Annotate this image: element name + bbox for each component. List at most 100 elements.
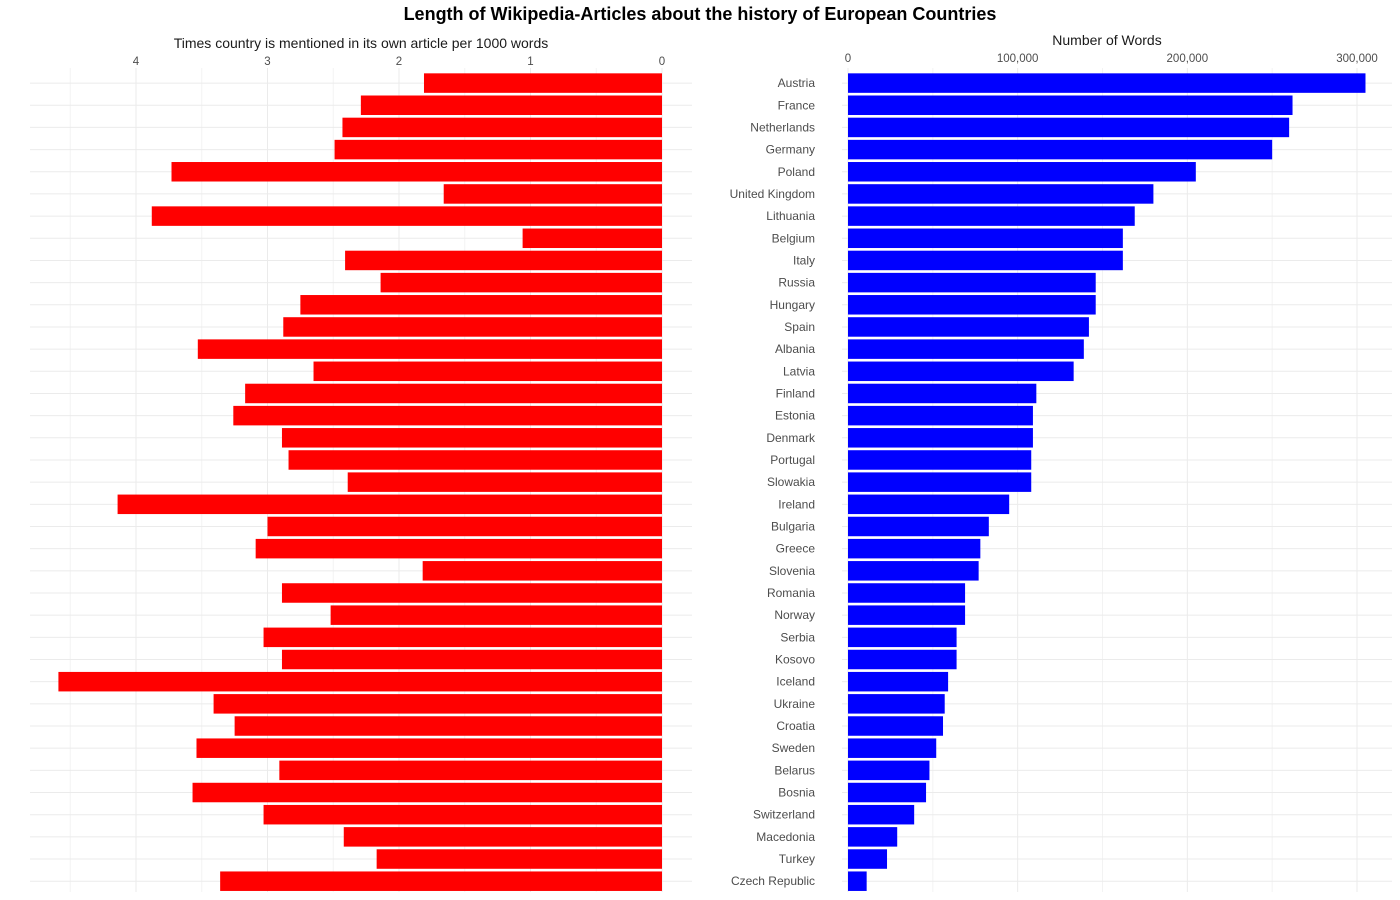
left-bar-hungary bbox=[300, 295, 662, 315]
left-bar-belgium bbox=[522, 228, 662, 249]
left-bar-latvia bbox=[313, 361, 662, 382]
right-bar-italy bbox=[848, 250, 1123, 271]
right-bar-turkey bbox=[848, 849, 888, 869]
category-label: Denmark bbox=[766, 431, 816, 445]
left-bar-switzerland bbox=[263, 804, 662, 825]
right-bar-kosovo bbox=[848, 649, 957, 670]
category-label: Slovenia bbox=[769, 564, 815, 578]
left-bar-estonia bbox=[233, 405, 662, 426]
right-tick-label: 300,000 bbox=[1336, 53, 1378, 65]
left-bar-romania bbox=[281, 583, 662, 603]
left-bar-italy bbox=[345, 250, 662, 271]
left-bar-netherlands bbox=[342, 117, 662, 138]
category-label: Latvia bbox=[783, 364, 815, 378]
left-bar-czech-republic bbox=[220, 871, 662, 891]
right-bar-belarus bbox=[848, 760, 930, 781]
category-label: Estonia bbox=[775, 409, 815, 423]
left-bar-lithuania bbox=[151, 206, 662, 226]
right-tick-label: 100,000 bbox=[997, 53, 1039, 65]
category-label: Kosovo bbox=[775, 653, 815, 667]
left-bar-united-kingdom bbox=[443, 184, 662, 204]
right-bar-albania bbox=[848, 339, 1084, 359]
left-bar-russia bbox=[380, 272, 662, 293]
category-label: Belgium bbox=[772, 231, 815, 245]
right-bar-finland bbox=[848, 383, 1037, 404]
right-bar-czech-republic bbox=[848, 871, 867, 891]
left-tick-label: 4 bbox=[133, 56, 140, 68]
right-bar-greece bbox=[848, 538, 981, 559]
left-bar-poland bbox=[171, 162, 662, 182]
category-label: Lithuania bbox=[766, 209, 815, 223]
right-bar-denmark bbox=[848, 428, 1033, 448]
right-bar-norway bbox=[848, 605, 966, 625]
category-label: Greece bbox=[776, 542, 816, 556]
left-bar-portugal bbox=[288, 450, 662, 470]
left-bar-bosnia bbox=[192, 782, 663, 803]
left-bar-norway bbox=[330, 605, 662, 625]
left-bar-finland bbox=[245, 383, 662, 404]
left-bar-greece bbox=[255, 538, 663, 559]
right-bar-macedonia bbox=[848, 827, 898, 847]
right-bar-spain bbox=[848, 317, 1089, 337]
left-bar-bulgaria bbox=[267, 516, 662, 537]
category-label: Ireland bbox=[778, 497, 815, 511]
right-bar-slovenia bbox=[848, 561, 979, 581]
category-label: Netherlands bbox=[750, 120, 815, 134]
category-label: Sweden bbox=[772, 741, 815, 755]
right-bar-serbia bbox=[848, 627, 957, 648]
right-bar-estonia bbox=[848, 405, 1033, 426]
right-bar-croatia bbox=[848, 716, 944, 736]
right-bar-slowakia bbox=[848, 472, 1032, 492]
left-panel: 0 1 2 3 4 Times country is mentioned in its o… bbox=[30, 35, 692, 892]
right-bar-austria bbox=[848, 73, 1366, 93]
category-label: Spain bbox=[784, 320, 815, 334]
category-label: Ukraine bbox=[774, 697, 816, 711]
left-bar-belarus bbox=[279, 760, 662, 781]
right-bar-portugal bbox=[848, 450, 1032, 470]
right-tick-label: 0 bbox=[845, 53, 851, 65]
left-bar-austria bbox=[423, 73, 662, 93]
right-bar-germany bbox=[848, 139, 1273, 160]
left-bar-germany bbox=[334, 139, 662, 160]
category-label: Germany bbox=[766, 143, 815, 157]
right-tick-label: 200,000 bbox=[1167, 53, 1209, 65]
left-bar-turkey bbox=[376, 849, 662, 869]
right-bar-ireland bbox=[848, 494, 1010, 515]
category-label: Turkey bbox=[779, 852, 815, 866]
left-bar-slovenia bbox=[422, 561, 662, 581]
left-bar-albania bbox=[197, 339, 662, 359]
category-label: Austria bbox=[778, 76, 816, 90]
right-bar-romania bbox=[848, 583, 966, 603]
right-bar-iceland bbox=[848, 671, 949, 692]
category-label: Bosnia bbox=[778, 786, 815, 800]
right-panel: Austria France Netherlands Germany Poland Uni… bbox=[730, 32, 1392, 892]
right-bar-belgium bbox=[848, 228, 1123, 249]
right-bar-netherlands bbox=[848, 117, 1290, 138]
left-bar-serbia bbox=[263, 627, 662, 648]
right-bar-united-kingdom bbox=[848, 184, 1154, 204]
left-tick-label: 1 bbox=[527, 56, 533, 68]
category-label: Croatia bbox=[776, 719, 815, 733]
left-axis-title: Times country is mentioned in its own ar… bbox=[174, 35, 549, 51]
right-bar-france bbox=[848, 95, 1293, 116]
category-label: Norway bbox=[774, 608, 815, 622]
category-label: Finland bbox=[776, 386, 815, 400]
left-bar-sweden bbox=[196, 738, 663, 758]
category-label: France bbox=[778, 98, 816, 112]
category-label: Macedonia bbox=[756, 830, 815, 844]
left-bar-denmark bbox=[281, 428, 662, 448]
right-bar-hungary bbox=[848, 295, 1096, 315]
left-bar-spain bbox=[283, 317, 662, 337]
right-bar-latvia bbox=[848, 361, 1074, 382]
chart-title: Length of Wikipedia-Articles about the h… bbox=[403, 4, 997, 24]
category-label: Poland bbox=[778, 165, 815, 179]
left-bar-kosovo bbox=[281, 649, 662, 670]
category-label: Slowakia bbox=[767, 475, 815, 489]
left-bar-slowakia bbox=[347, 472, 662, 492]
right-bar-sweden bbox=[848, 738, 937, 758]
category-label: Portugal bbox=[770, 453, 815, 467]
category-label: Belarus bbox=[774, 763, 815, 777]
left-bar-france bbox=[360, 95, 662, 116]
left-bar-ukraine bbox=[213, 694, 662, 714]
left-tick-label: 3 bbox=[264, 56, 270, 68]
